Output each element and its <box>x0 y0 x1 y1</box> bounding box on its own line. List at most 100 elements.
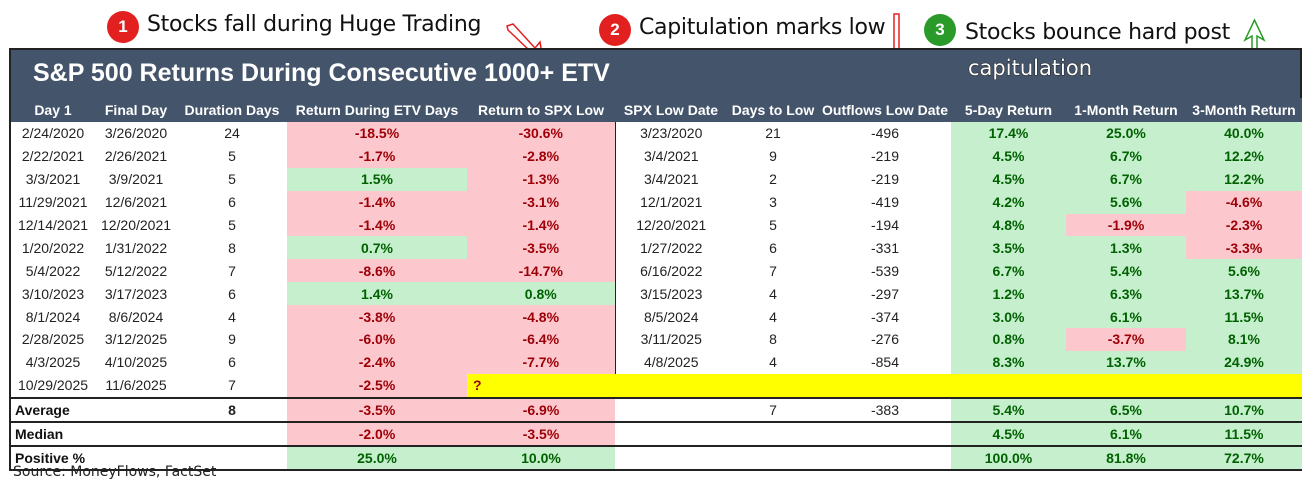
cell-days-to-low: 8 <box>769 331 777 348</box>
summary-spx-low-date <box>615 396 727 422</box>
cell-days-to-low: 2 <box>769 171 777 188</box>
table-row: 2/22/2021 2/26/2021 5 -1.7% -2.8% 3/4/2021 9 -2… <box>9 144 1302 168</box>
annotation-badge-1: 1 <box>107 11 139 43</box>
cell-duration: 24 <box>224 125 240 142</box>
col-header-5day-return[interactable]: 5-Day Return <box>951 98 1066 122</box>
col-header-duration[interactable]: Duration Days <box>177 98 287 122</box>
etv-returns-table: S&P 500 Returns During Consecutive 1000+… <box>9 48 1302 471</box>
cell-return-spx-low: -14.7% <box>467 259 615 283</box>
col-header-3month-return[interactable]: 3-Month Return <box>1186 98 1302 122</box>
cell-day1: 5/4/2022 <box>9 259 95 283</box>
cell-return-etv: 1.5% <box>287 167 467 191</box>
cell-outflows: -276 <box>870 331 900 348</box>
cell-return-spx-low: -30.6% <box>467 122 615 145</box>
col-header-spx-low-date[interactable]: SPX Low Date <box>615 98 727 122</box>
cell-3month-return: 12.2% <box>1186 167 1302 191</box>
cell-return-spx-low: -1.4% <box>467 213 615 237</box>
summary-spx-low-date <box>615 444 727 471</box>
cell-final-day: 5/12/2022 <box>104 262 168 279</box>
cell-5day-return: 6.7% <box>951 259 1066 283</box>
cell-1month-return: 1.3% <box>1066 236 1186 260</box>
cell-spx-low-date: 4/8/2025 <box>614 350 727 374</box>
summary-outflows <box>819 444 951 471</box>
col-header-final-day[interactable]: Final Day <box>95 98 177 122</box>
cell-day1: 11/29/2021 <box>9 190 95 214</box>
cell-5day-return: 4.8% <box>951 213 1066 237</box>
summary-3month-return: 11.5% <box>1186 420 1302 446</box>
cell-1month-return: 6.3% <box>1066 282 1186 306</box>
cell-return-etv: -1.4% <box>287 190 467 214</box>
cell-duration: 6 <box>228 285 236 302</box>
cell-return-spx-low: -1.3% <box>467 167 615 191</box>
summary-return-etv: -2.0% <box>287 420 467 446</box>
cell-day1: 2/24/2020 <box>9 122 95 145</box>
cell-spx-low-date: 3/15/2023 <box>614 282 727 306</box>
summary-duration <box>177 444 287 471</box>
table-row-current: 10/29/2025 11/6/2025 7 -2.5%? <box>9 373 1302 398</box>
cell-5day-return: 3.0% <box>951 305 1066 329</box>
cell-day1: 10/29/2025 <box>9 373 95 398</box>
cell-outflows: -297 <box>870 285 900 302</box>
cell-return-spx-low: -7.7% <box>467 350 615 374</box>
cell-1month-return: 25.0% <box>1066 122 1186 145</box>
col-header-return-etv[interactable]: Return During ETV Days <box>287 98 467 122</box>
summary-duration: 8 <box>177 396 287 422</box>
summary-1month-return: 6.5% <box>1066 396 1186 422</box>
cell-days-to-low: 4 <box>769 285 777 302</box>
cell-outflows: -374 <box>870 308 900 325</box>
table-row: 12/14/2021 12/20/2021 5 -1.4% -1.4% 12/20/202… <box>9 213 1302 237</box>
cell-days-to-low: 4 <box>769 308 777 325</box>
cell-return-etv: -2.5% <box>287 373 467 398</box>
cell-1month-return: -1.9% <box>1066 213 1186 237</box>
cell-return-etv: -2.4% <box>287 350 467 374</box>
cell-duration: 5 <box>228 217 236 233</box>
cell-duration: 4 <box>228 308 236 325</box>
cell-final-day: 3/12/2025 <box>104 331 168 348</box>
annotation-text-1: Stocks fall during Huge Trading <box>147 12 482 37</box>
cell-day1: 3/10/2023 <box>9 282 95 306</box>
summary-label: Positive % <box>9 444 177 471</box>
table-row: 3/3/2021 3/9/2021 5 1.5% -1.3% 3/4/2021 2 -219 4… <box>9 167 1302 191</box>
cell-return-spx-low: -2.8% <box>467 144 615 168</box>
col-header-outflows-low-date[interactable]: Outflows Low Date <box>819 98 951 122</box>
cell-final-day: 4/10/2025 <box>104 354 168 371</box>
cell-final-day: 1/31/2022 <box>104 239 168 256</box>
cell-final-day: 8/6/2024 <box>108 308 164 325</box>
cell-1month-return: 6.7% <box>1066 144 1186 168</box>
table-row: 3/10/2023 3/17/2023 6 1.4% 0.8% 3/15/2023 4 -29… <box>9 282 1302 306</box>
cell-return-etv: -3.8% <box>287 305 467 329</box>
pending-highlight-cell: ? <box>467 373 1302 398</box>
cell-return-etv: -6.0% <box>287 328 467 351</box>
column-header-row: Day 1 Final Day Duration Days Return Dur… <box>9 98 1302 122</box>
summary-3month-return: 10.7% <box>1186 396 1302 422</box>
table-row: 4/3/2025 4/10/2025 6 -2.4% -7.7% 4/8/2025 4 -85… <box>9 350 1302 374</box>
cell-return-etv: 1.4% <box>287 282 467 306</box>
annotation-badge-3: 3 <box>924 14 956 46</box>
cell-outflows: -219 <box>870 171 900 188</box>
cell-days-to-low: 6 <box>769 239 777 256</box>
cell-5day-return: 4.2% <box>951 190 1066 214</box>
table-row: 1/20/2022 1/31/2022 8 0.7% -3.5% 1/27/2022 6 -3… <box>9 236 1302 260</box>
col-header-1month-return[interactable]: 1-Month Return <box>1066 98 1186 122</box>
col-header-return-spx-low[interactable]: Return to SPX Low <box>467 98 615 122</box>
cell-spx-low-date: 12/1/2021 <box>614 190 727 214</box>
summary-days-to-low: 7 <box>727 396 819 422</box>
table-row: 5/4/2022 5/12/2022 7 -8.6% -14.7% 6/16/2022 7 -… <box>9 259 1302 283</box>
summary-days-to-low <box>727 420 819 446</box>
cell-day1: 12/14/2021 <box>9 213 95 237</box>
cell-day1: 1/20/2022 <box>9 236 95 260</box>
col-header-days-to-low[interactable]: Days to Low <box>727 98 819 122</box>
summary-outflows <box>819 420 951 446</box>
cell-duration: 5 <box>228 171 236 188</box>
cell-spx-low-date: 1/27/2022 <box>614 236 727 260</box>
cell-5day-return: 1.2% <box>951 282 1066 306</box>
cell-days-to-low: 9 <box>769 148 777 165</box>
summary-1month-return: 6.1% <box>1066 420 1186 446</box>
table-title: S&P 500 Returns During Consecutive 1000+… <box>33 59 610 87</box>
cell-spx-low-date: 12/20/2021 <box>614 213 727 237</box>
cell-days-to-low: 4 <box>769 354 777 371</box>
col-header-day1[interactable]: Day 1 <box>9 98 95 122</box>
cell-day1: 4/3/2025 <box>9 350 95 374</box>
summary-duration <box>177 420 287 446</box>
summary-return-etv: 25.0% <box>287 444 467 471</box>
